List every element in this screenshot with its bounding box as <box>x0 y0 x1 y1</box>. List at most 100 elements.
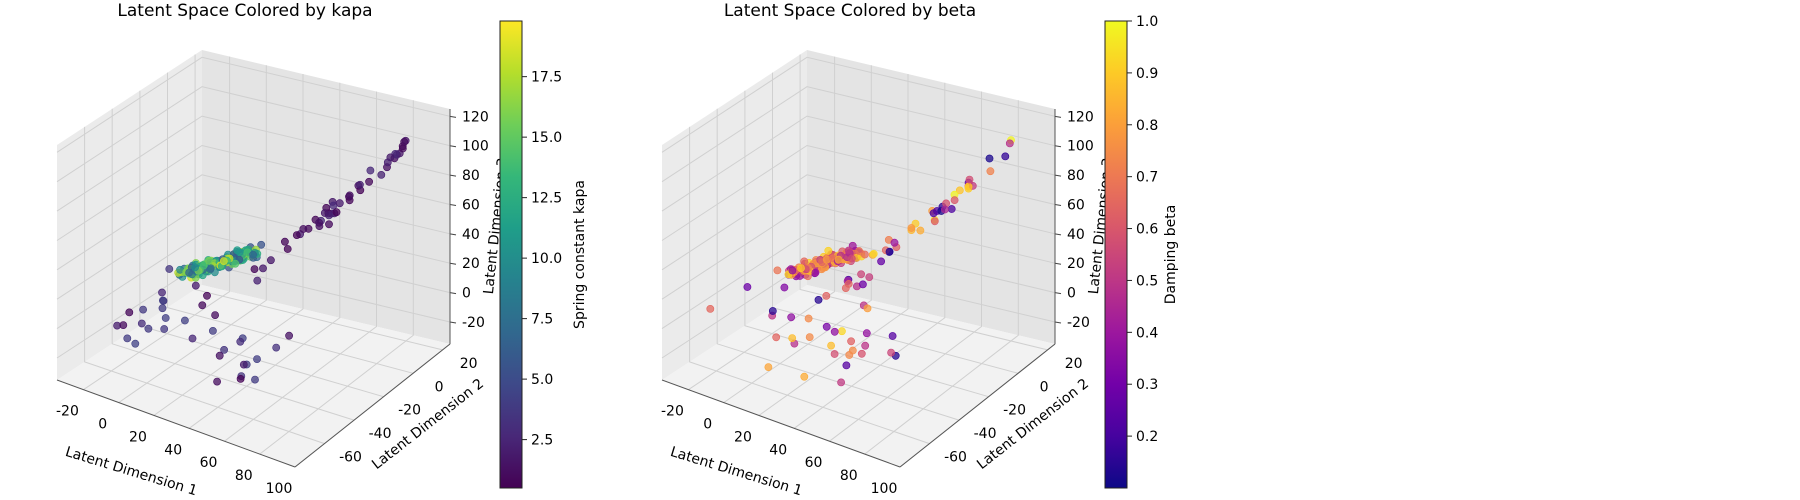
x-tick-label: 0 <box>98 417 107 433</box>
scatter-point <box>213 377 221 386</box>
scatter-point <box>964 182 973 191</box>
x-tick-label: 100 <box>871 481 898 497</box>
y-tick-label: 0 <box>435 379 444 395</box>
z-tick <box>449 145 457 148</box>
z-tick-label: 40 <box>1067 227 1085 243</box>
scatter-point <box>830 327 839 336</box>
x-gridline <box>153 74 304 416</box>
z-tick <box>449 321 457 324</box>
z-gridline <box>56 86 451 183</box>
scatter-point <box>844 246 853 255</box>
scatter-point <box>930 217 939 226</box>
x-tick-label: -20 <box>661 404 684 420</box>
scatter-point <box>743 283 752 291</box>
scatter-point <box>947 205 956 213</box>
scatter-point <box>219 257 228 265</box>
scatter-point <box>805 333 814 341</box>
y-gridline <box>84 126 325 445</box>
scatter-point <box>811 268 820 277</box>
x-gridline <box>758 74 909 416</box>
scatter-point <box>907 224 916 232</box>
x-gridline <box>118 65 267 404</box>
colorbar-tick-label: 0.4 <box>1136 325 1158 341</box>
scatter-point <box>320 209 329 217</box>
x-tick-label: 0 <box>703 417 712 433</box>
colorbar-tick-label: 0.3 <box>1136 377 1158 393</box>
scatter-point <box>160 325 169 333</box>
scatter-point <box>253 276 262 285</box>
scatter-point <box>888 332 897 340</box>
z-tick-label: 100 <box>462 139 489 155</box>
scatter-point <box>830 350 839 358</box>
scatter-point <box>203 291 211 300</box>
y-gridline <box>716 108 960 421</box>
scatter-point <box>315 222 324 230</box>
z-tick-label: 0 <box>462 286 471 302</box>
colorbar-tick-label: 0.2 <box>1136 429 1158 445</box>
x-tick-label: 20 <box>734 429 752 445</box>
x-gridline <box>83 56 231 391</box>
scatter-point <box>165 265 174 273</box>
scatter-point <box>292 231 301 239</box>
z-tick-label: 60 <box>1067 197 1085 213</box>
scatter-point <box>780 283 789 292</box>
scatter-point <box>285 331 293 340</box>
z-tick-label: 80 <box>1067 168 1085 184</box>
scatter-point <box>706 304 715 313</box>
scatter-point <box>158 288 166 297</box>
colorbar-tick-label: 2.5 <box>531 433 553 449</box>
x-gridline <box>259 100 414 455</box>
z-tick <box>1054 115 1062 118</box>
scatter-point <box>377 170 386 179</box>
scatter-point <box>887 348 895 357</box>
z-tick <box>449 174 457 177</box>
scatter-point <box>804 314 813 323</box>
z-gridline <box>661 174 1056 271</box>
z-tick <box>449 203 457 206</box>
y-gridline <box>744 90 989 398</box>
scatter-point <box>299 225 308 233</box>
scatter-point <box>211 311 219 319</box>
y-tick-label: -60 <box>339 450 362 466</box>
z-tick <box>449 233 457 236</box>
scatter-point <box>266 256 275 265</box>
scatter-point <box>251 375 259 384</box>
z-tick-label: -20 <box>1067 315 1090 331</box>
scatter-point <box>847 254 856 263</box>
scatter-point <box>161 314 170 322</box>
scatter-point <box>231 259 240 268</box>
scatter-point <box>824 246 833 255</box>
left-pane <box>57 50 202 380</box>
colorbar-tick-label: 10.0 <box>531 251 562 267</box>
scatter-point <box>861 250 869 259</box>
scatter-point <box>859 280 867 289</box>
scatter-point <box>877 257 885 266</box>
y-tick-label: 20 <box>1065 356 1083 372</box>
z-tick <box>1054 233 1062 236</box>
scatter-point <box>272 343 281 352</box>
y-axis-line <box>899 343 1056 468</box>
y-gridline <box>111 108 355 421</box>
x-tick-label: 80 <box>235 468 253 484</box>
scatter-point <box>800 372 809 381</box>
colorbar-tick-label: 0.8 <box>1136 118 1158 134</box>
scatter-point <box>857 349 866 358</box>
scatter-point <box>929 209 938 218</box>
colorbar-tick-label: 0.7 <box>1136 170 1158 186</box>
z-tick-label: 20 <box>1067 256 1085 272</box>
scatter-point <box>158 304 167 313</box>
z-tick-label: 60 <box>462 197 480 213</box>
y-tick-label: -60 <box>944 450 967 466</box>
scatter-point <box>772 333 781 342</box>
scatter-point <box>863 304 872 313</box>
x-tick-label: 40 <box>769 442 787 458</box>
x-tick-label: 20 <box>129 429 147 445</box>
scatter-point <box>257 240 266 249</box>
scatter-point <box>125 308 134 317</box>
scatter-point <box>188 334 197 343</box>
scatter-point <box>862 329 871 338</box>
scatter-point <box>198 301 207 310</box>
y-tick-label: 0 <box>1040 379 1049 395</box>
z-tick <box>449 262 457 265</box>
scatter-point <box>139 305 147 314</box>
